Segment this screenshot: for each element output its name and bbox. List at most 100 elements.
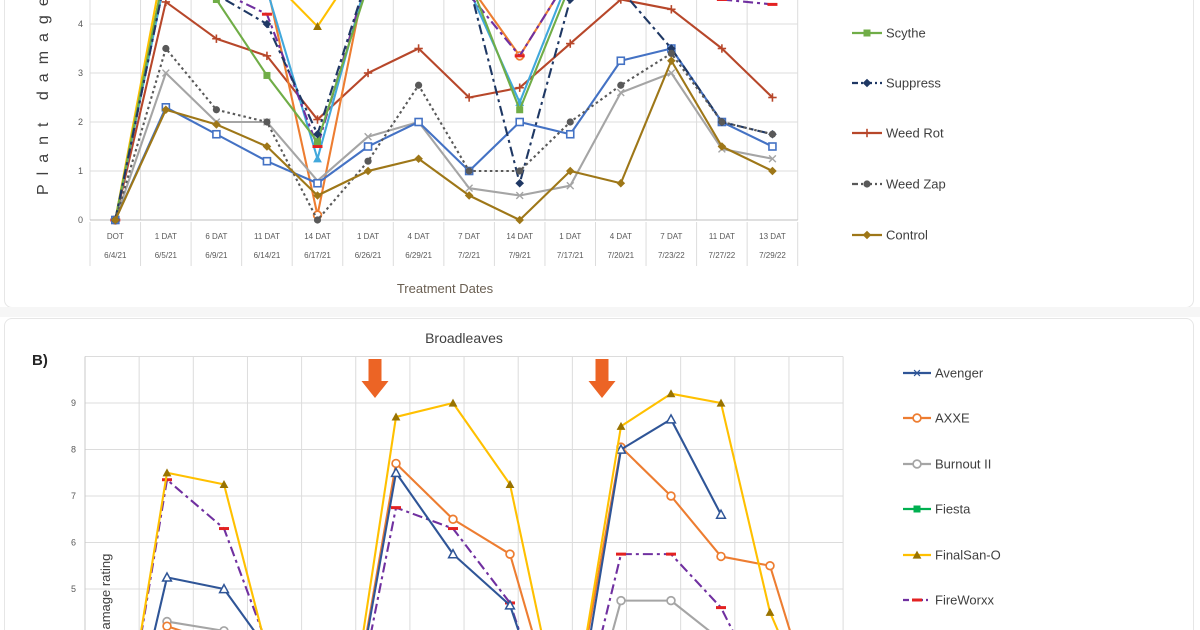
chart-a-x-tick-labels: DOT 6/4/21 1 DAT 6/5/21 6 DAT 6/9/21 11 DAT 6/1…	[104, 232, 786, 260]
svg-text:6: 6	[71, 538, 76, 548]
series-marker	[447, 548, 459, 559]
series-marker	[666, 595, 676, 606]
series-marker	[912, 413, 922, 423]
legend-item-weed-rot: Weed Rot	[852, 126, 944, 141]
series-marker	[516, 167, 524, 175]
legend-item-control: Control	[852, 228, 928, 243]
svg-text:7/29/22: 7/29/22	[759, 251, 786, 260]
series-line-burnout-ii	[162, 595, 710, 630]
series-marker	[616, 595, 626, 606]
series-marker	[212, 0, 220, 3]
series-marker	[313, 115, 322, 124]
series-marker	[212, 34, 221, 43]
series-marker	[768, 130, 777, 138]
series-marker	[515, 215, 524, 225]
chart-legend: Avenger AXXE Burnout II Fiesta FinalSan-O Fir…	[903, 366, 1001, 608]
application-arrow-icon	[588, 359, 616, 398]
svg-text:1 DAT: 1 DAT	[357, 232, 379, 241]
svg-text:0: 0	[78, 215, 83, 225]
series-marker	[862, 230, 872, 240]
legend-label-suppress: Suppress	[886, 76, 941, 91]
series-marker	[363, 166, 373, 176]
series-marker	[505, 479, 515, 488]
chart-b-y-tick-labels: 5 6 7 8 9	[71, 398, 76, 594]
series-marker	[314, 138, 321, 146]
series-marker	[363, 142, 373, 151]
series-line-fireworxx	[140, 478, 734, 630]
legend-label-fireworxx: FireWorxx	[935, 593, 994, 608]
series-marker	[262, 19, 272, 29]
series-marker	[219, 626, 229, 630]
series-marker	[161, 105, 171, 115]
series-marker	[504, 599, 516, 610]
svg-text:11 DAT: 11 DAT	[709, 232, 735, 241]
series-marker	[765, 607, 775, 616]
series-marker	[616, 88, 625, 97]
series-marker	[862, 128, 872, 138]
series-marker	[717, 142, 727, 151]
legend-label-weed-rot: Weed Rot	[886, 126, 944, 141]
series-marker	[667, 49, 675, 58]
series-marker	[111, 215, 120, 225]
series-marker	[566, 181, 575, 190]
svg-text:13 DAT: 13 DAT	[759, 232, 786, 241]
series-marker	[448, 514, 458, 525]
series-marker	[565, 166, 575, 176]
svg-text:DOT: DOT	[107, 232, 124, 241]
series-marker	[448, 398, 458, 407]
series-marker	[161, 69, 170, 77]
chart-a-series	[110, 0, 778, 225]
series-marker	[263, 71, 271, 79]
legend-label-finalsan-o: FinalSan-O	[935, 548, 1001, 563]
chart-b-gridlines	[84, 356, 844, 630]
chart-a-gridlines	[89, 0, 799, 266]
svg-text:3: 3	[78, 68, 83, 78]
svg-text:4 DAT: 4 DAT	[408, 232, 430, 241]
svg-text:14 DAT: 14 DAT	[304, 232, 331, 241]
series-marker	[768, 166, 777, 176]
chart-a-x-axis-title: Treatment Dates	[396, 281, 494, 296]
svg-text:7/2/21: 7/2/21	[458, 251, 481, 260]
series-marker	[415, 81, 423, 89]
series-marker	[913, 505, 921, 513]
svg-text:5: 5	[71, 584, 76, 594]
series-marker	[768, 93, 777, 102]
series-marker	[414, 154, 423, 164]
chart-a-svg: 0 1 2 3 4 DOT 6/4/21 1 DAT 6/5/21 6 DAT 6/9/21 11 D…	[35, 0, 946, 266]
svg-text:1: 1	[78, 166, 83, 176]
series-marker	[912, 550, 922, 559]
svg-text:7/23/22: 7/23/22	[658, 251, 685, 260]
series-marker	[566, 118, 574, 126]
series-marker	[718, 118, 726, 126]
series-marker	[862, 78, 872, 88]
series-marker	[616, 178, 626, 188]
svg-text:7/17/21: 7/17/21	[557, 251, 584, 260]
series-marker	[212, 129, 221, 139]
series-marker	[162, 468, 172, 477]
legend-item-fireworxx: FireWorxx	[903, 593, 994, 608]
series-marker	[364, 157, 372, 165]
series-marker	[219, 479, 229, 488]
panel-divider	[0, 307, 1200, 317]
svg-text:1 DAT: 1 DAT	[155, 232, 177, 241]
legend-item-suppress: Suppress	[852, 76, 941, 91]
legend-item-axxe: AXXE	[903, 411, 970, 426]
series-marker	[912, 459, 922, 469]
series-marker	[465, 184, 474, 193]
series-marker	[161, 0, 171, 7]
legend-label-fiesta: Fiesta	[935, 502, 971, 517]
series-marker	[715, 508, 727, 519]
series-marker	[262, 142, 272, 151]
series-marker	[363, 68, 373, 78]
series-marker	[414, 117, 423, 127]
series-marker	[566, 0, 575, 4]
series-marker	[666, 389, 676, 398]
series-marker	[665, 413, 677, 424]
svg-text:4: 4	[78, 19, 83, 29]
series-marker	[515, 191, 524, 200]
svg-text:14 DAT: 14 DAT	[506, 232, 533, 241]
svg-text:6/4/21: 6/4/21	[104, 251, 127, 260]
series-marker	[465, 167, 473, 175]
series-marker	[565, 129, 575, 139]
